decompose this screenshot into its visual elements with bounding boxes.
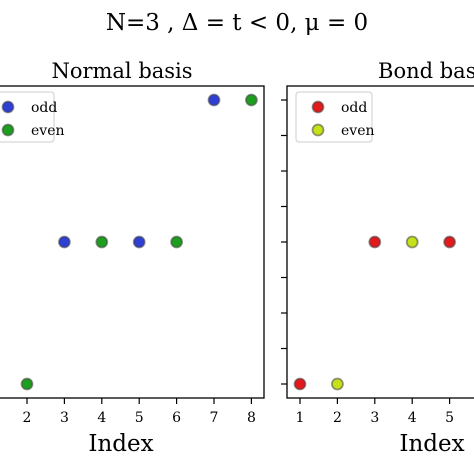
legend-even-marker xyxy=(311,123,325,137)
bond-basis-title: Bond basis xyxy=(378,59,474,83)
bond-basis-xlabel: Index xyxy=(399,431,464,457)
data-point-even xyxy=(95,235,109,249)
figure-title: N=3 , Δ = t < 0, μ = 0 xyxy=(106,10,368,36)
legend-odd-marker xyxy=(1,100,15,114)
x-tick-label: 1 xyxy=(296,410,305,426)
data-point-even xyxy=(20,377,34,391)
x-tick-label: 5 xyxy=(445,410,454,426)
legend-even-label: even xyxy=(341,123,375,139)
legend-odd-marker xyxy=(311,100,325,114)
normal-basis-axes xyxy=(0,85,265,399)
x-tick-label: 3 xyxy=(60,410,69,426)
bond-basis-legend: odd even xyxy=(295,91,375,143)
normal-basis-legend: odd even xyxy=(0,91,65,143)
bond-basis-y-ticks xyxy=(281,99,287,385)
normal-basis-xlabel: Index xyxy=(88,431,153,457)
data-point-odd xyxy=(368,235,382,249)
data-point-odd xyxy=(132,235,146,249)
x-tick-label: 7 xyxy=(210,410,219,426)
data-point-odd xyxy=(293,377,307,391)
legend-even-label: even xyxy=(31,123,65,139)
bond-basis-panel: Bond basis 1 2 3 4 5 odd even Index xyxy=(281,59,474,457)
legend-even-marker xyxy=(1,123,15,137)
x-tick-label: 5 xyxy=(135,410,144,426)
data-point-even xyxy=(244,93,258,107)
x-tick-label: 2 xyxy=(333,410,342,426)
data-point-odd xyxy=(207,93,221,107)
data-point-even xyxy=(170,235,184,249)
x-tick-label: 4 xyxy=(408,410,417,426)
data-point-odd xyxy=(443,235,457,249)
data-point-odd xyxy=(58,235,71,249)
x-tick-label: 4 xyxy=(97,410,106,426)
x-tick-label: 3 xyxy=(370,410,379,426)
normal-basis-x-ticks: 2 3 4 5 6 7 8 xyxy=(23,398,256,426)
bond-basis-x-ticks: 1 2 3 4 5 xyxy=(296,398,454,426)
normal-basis-points xyxy=(20,93,258,391)
normal-basis-title: Normal basis xyxy=(51,59,192,83)
legend-odd-label: odd xyxy=(341,100,367,116)
data-point-even xyxy=(405,235,419,249)
x-tick-label: 8 xyxy=(247,410,256,426)
bond-basis-points xyxy=(293,235,457,391)
x-tick-label: 6 xyxy=(172,410,181,426)
legend-odd-label: odd xyxy=(31,100,57,116)
x-tick-label: 2 xyxy=(23,410,32,426)
data-point-even xyxy=(330,377,344,391)
normal-basis-panel: Normal basis 2 3 4 5 6 7 8 odd even Index xyxy=(0,59,265,457)
